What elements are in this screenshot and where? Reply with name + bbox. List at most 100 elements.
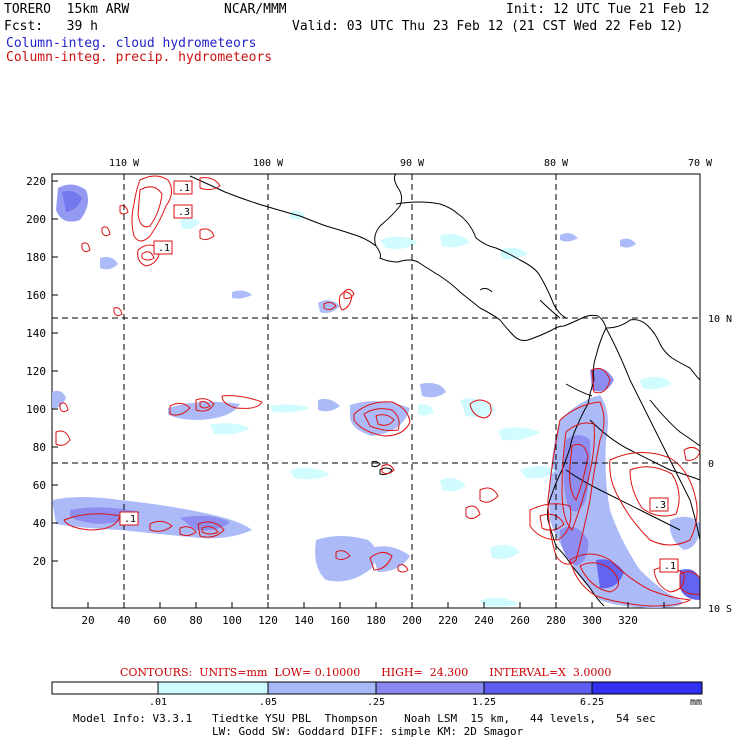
precip-contour: [199, 401, 211, 409]
cloud-area: [440, 234, 470, 248]
precip-contour: [529, 503, 572, 541]
x-tick: 180: [366, 614, 386, 627]
precip-contour: [591, 367, 611, 394]
y-tick: 60: [33, 479, 46, 492]
cloud-area: [180, 217, 200, 230]
cloud-area: [180, 515, 230, 531]
precip-contour: [381, 464, 395, 475]
y-tick: 220: [26, 175, 46, 188]
lon-label: 80 W: [544, 158, 569, 169]
x-tick: 220: [438, 614, 458, 627]
colorbar-segment: [591, 681, 703, 695]
coastline-venezuela: [605, 319, 701, 381]
x-tick: 140: [294, 614, 314, 627]
contour-label: .3: [178, 207, 190, 218]
color-bar: [51, 681, 703, 695]
contours-info: CONTOURS: UNITS=mm LOW= 0.10000 HIGH= 24…: [120, 666, 612, 679]
x-tick: 120: [258, 614, 278, 627]
precip-contour: [338, 291, 353, 311]
contour-label: .1: [664, 561, 676, 572]
x-tick: 280: [546, 614, 566, 627]
cloud-area: [560, 233, 578, 242]
cloud-area: [498, 427, 540, 441]
colorbar-segment: [157, 681, 269, 695]
precip-contour: [465, 505, 481, 520]
cloud-area: [418, 404, 434, 416]
precip-contour: [113, 307, 123, 317]
precip-contour: [579, 562, 619, 593]
precip-contour: [547, 401, 605, 565]
y-tick: 20: [33, 555, 46, 568]
cloud-area: [62, 190, 82, 212]
cloud-area: [380, 236, 418, 250]
precip-contour: [343, 288, 355, 299]
x-tick: 320: [618, 614, 638, 627]
y-tick: 200: [26, 213, 46, 226]
colorbar-tick: .05: [259, 697, 277, 708]
precip-contour: [569, 553, 692, 607]
precip-contour: [335, 550, 351, 561]
cloud-area: [318, 398, 340, 412]
precip-contour: [119, 205, 129, 215]
precip-contour: [561, 422, 595, 531]
contour-label: .1: [124, 514, 136, 525]
precip-contour: [169, 402, 191, 416]
contour-label: .3: [654, 500, 666, 511]
precip-contour: [397, 564, 409, 573]
x-tick: 60: [153, 614, 166, 627]
contour-label: .1: [178, 183, 190, 194]
precip-contour: [55, 430, 71, 446]
colorbar-segment: [51, 681, 159, 695]
x-tick: 260: [510, 614, 530, 627]
precip-contour: [199, 177, 221, 191]
precip-contour: [201, 526, 219, 535]
border-brazil: [649, 399, 701, 447]
precip-contour: [149, 520, 173, 532]
precip-contour: [375, 414, 395, 426]
colorbar-segment: [375, 681, 485, 695]
field-cloud-label: Column-integ. cloud hydrometeors: [6, 36, 257, 51]
valid-time: Valid: 03 UTC Thu 23 Feb 12 (21 CST Wed …: [292, 19, 684, 34]
x-tick: 200: [402, 614, 422, 627]
cloud-area: [100, 256, 118, 270]
grid-lines: [52, 174, 700, 608]
y-tick: 140: [26, 327, 46, 340]
cloud-area: [420, 383, 446, 398]
model-info: Model Info: V3.3.1 Tiedtke YSU PBL Thomp…: [73, 712, 656, 725]
precip-contours: [55, 175, 701, 607]
y-tick: 160: [26, 289, 46, 302]
colorbar-segment: [267, 681, 377, 695]
cloud-area: [563, 435, 591, 512]
precip-contour: [629, 466, 680, 517]
precip-contour: [141, 251, 155, 261]
y-tick: 40: [33, 517, 46, 530]
colorbar-tick: 1.25: [472, 697, 496, 708]
y-tick: 100: [26, 403, 46, 416]
coastline-yucatan: [374, 173, 403, 247]
forecast-hour: Fcst: 39 h: [4, 19, 98, 34]
galapagos: [379, 467, 393, 475]
colorbar-tick: .25: [367, 697, 385, 708]
lon-label: 90 W: [400, 158, 425, 169]
lake: [479, 287, 493, 293]
x-tick: 240: [474, 614, 494, 627]
border-andes: [605, 327, 701, 541]
cloud-area: [560, 526, 589, 566]
x-tick: 20: [81, 614, 94, 627]
lon-label: 70 W: [688, 158, 713, 169]
colorbar-tick: .01: [149, 697, 167, 708]
cloud-area: [640, 376, 672, 390]
cloud-area: [350, 401, 410, 436]
x-tick: 80: [189, 614, 202, 627]
precip-contour: [101, 226, 111, 237]
field-precip-label: Column-integ. precip. hydrometeors: [6, 50, 273, 65]
coastline-pacific: [189, 175, 607, 341]
init-time: Init: 12 UTC Tue 21 Feb 12: [506, 2, 710, 17]
contour-label: .1: [158, 243, 170, 254]
precip-contour: [609, 452, 698, 546]
precip-contour: [221, 395, 263, 409]
precip-contour: [59, 402, 69, 413]
precip-contour: [323, 301, 337, 311]
cloud-area: [669, 516, 700, 550]
precip-contour: [63, 513, 121, 531]
